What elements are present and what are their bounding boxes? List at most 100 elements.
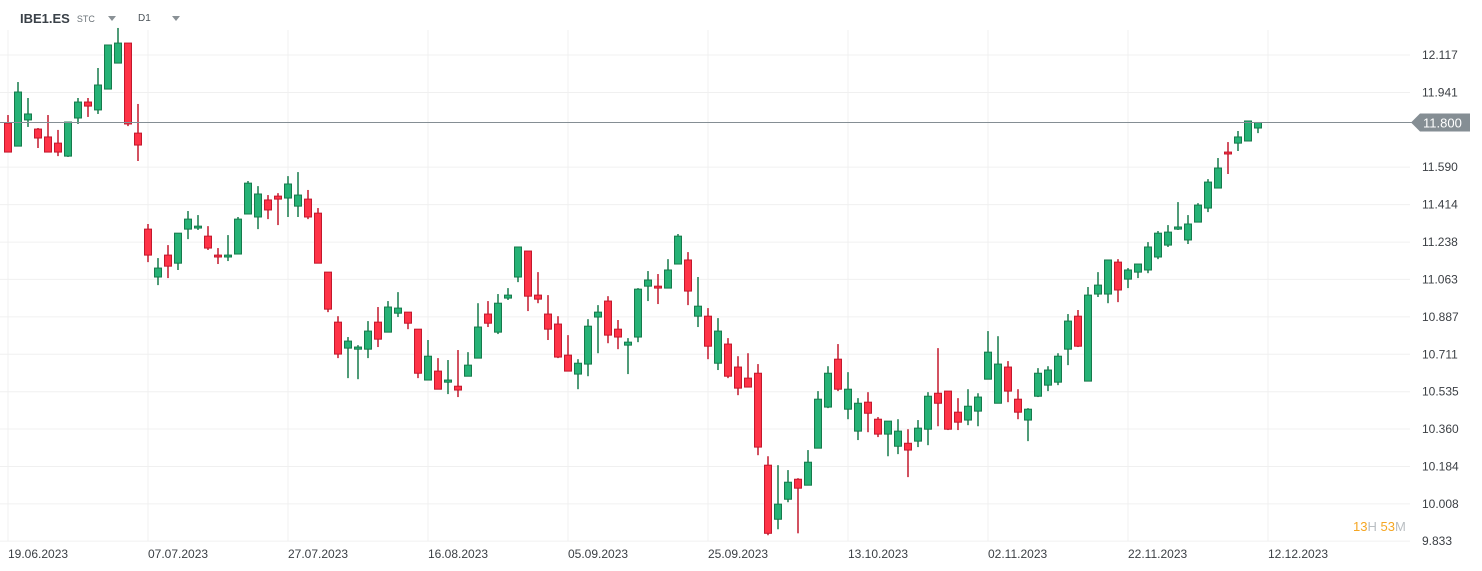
candle-body: [144, 228, 152, 256]
candle-body: [684, 259, 692, 292]
candle-bullish: [254, 186, 262, 230]
candle-body: [1104, 259, 1112, 295]
candle-bearish: [454, 350, 462, 398]
candles: [4, 27, 1262, 536]
candle-bullish: [714, 318, 722, 371]
candle-body: [744, 377, 752, 388]
candle-body: [194, 225, 202, 229]
candle-body: [1014, 398, 1022, 413]
date-tick-label: 22.11.2023: [1128, 547, 1187, 561]
price-tick-label: 10.711: [1422, 347, 1458, 361]
candle-bearish: [1004, 361, 1012, 403]
candle-body: [414, 328, 422, 374]
candle-bullish: [1214, 158, 1222, 189]
candle-body: [914, 427, 922, 442]
candle-bullish: [354, 345, 362, 380]
candle-body: [1194, 204, 1202, 223]
candle-bearish: [414, 328, 422, 379]
candle-body: [34, 128, 42, 139]
candle-bearish: [134, 103, 142, 162]
symbol-name: IBE1.ES: [20, 11, 70, 26]
candle-body: [534, 294, 542, 300]
candle-body: [464, 364, 472, 377]
candle-body: [564, 354, 572, 372]
candle-body: [294, 194, 302, 207]
price-tick-label: 10.008: [1422, 497, 1459, 511]
candle-bullish: [1194, 203, 1202, 223]
candle-bullish: [884, 420, 892, 457]
candle-bullish: [1054, 353, 1062, 386]
candle-bearish: [874, 417, 882, 438]
current-price-label: 11.800: [1423, 115, 1462, 130]
candle-body: [984, 351, 992, 380]
candle-bullish: [464, 352, 472, 377]
date-tick-label: 19.06.2023: [8, 547, 68, 561]
candle-bullish: [674, 234, 682, 265]
candle-bearish: [204, 226, 212, 250]
candle-bullish: [234, 216, 242, 255]
candle-bullish: [1154, 231, 1162, 260]
candle-body: [274, 195, 282, 200]
candle-body: [524, 250, 532, 297]
candle-body: [454, 385, 462, 391]
candle-bullish: [494, 294, 502, 335]
candle-bearish: [1074, 310, 1082, 348]
candle-bullish: [594, 305, 602, 354]
candle-body: [184, 218, 192, 230]
chevron-down-icon: [171, 16, 180, 21]
candle-bullish: [504, 288, 512, 301]
price-tick-label: 11.063: [1422, 272, 1458, 286]
candle-bullish: [444, 360, 452, 395]
candle-bullish: [94, 67, 102, 114]
candle-body: [1244, 120, 1252, 142]
candle-body: [404, 311, 412, 324]
candle-body: [334, 321, 342, 355]
candle-bullish: [244, 181, 252, 215]
candle-bearish: [654, 274, 662, 305]
candle-bearish: [734, 356, 742, 396]
price-tick-label: 11.238: [1422, 235, 1458, 249]
candle-bearish: [564, 335, 572, 372]
candle-body: [364, 330, 372, 350]
candle-body: [124, 42, 132, 125]
candle-bearish: [1014, 389, 1022, 420]
candle-bearish: [934, 348, 942, 427]
candle-bullish: [394, 292, 402, 318]
candle-body: [484, 313, 492, 324]
candle-body: [84, 101, 92, 107]
candle-bullish: [664, 259, 672, 289]
candle-bullish: [1144, 242, 1152, 274]
candle-bearish: [554, 316, 562, 359]
candle-bullish: [344, 337, 352, 379]
candle-bullish: [1044, 366, 1052, 392]
timeframe-selector[interactable]: D1: [138, 13, 180, 24]
candle-body: [344, 340, 352, 349]
candle-bullish: [514, 246, 522, 283]
candle-body: [674, 235, 682, 265]
price-axis[interactable]: 12.117 11.941 11.590 11.414 11.238 11.063 10.8…: [1422, 48, 1459, 548]
candle-body: [1174, 226, 1182, 230]
symbol-selector[interactable]: IBE1.ES STC: [20, 11, 116, 26]
candle-bearish: [4, 115, 12, 153]
candle-body: [954, 411, 962, 423]
date-axis[interactable]: 19.06.2023 07.07.2023 27.07.2023 16.08.2023…: [8, 547, 1328, 561]
candle-body: [254, 193, 262, 218]
candle-bearish: [334, 316, 342, 359]
candle-body: [504, 294, 512, 299]
candle-body: [1164, 231, 1172, 246]
candle-body: [874, 418, 882, 435]
candle-bearish: [864, 392, 872, 433]
candle-bearish: [164, 245, 172, 279]
candle-body: [554, 323, 562, 358]
candle-bullish: [624, 338, 632, 375]
candle-bullish: [1174, 202, 1182, 230]
candle-body: [114, 42, 122, 64]
candle-bullish: [1094, 272, 1102, 298]
candle-body: [974, 396, 982, 412]
candle-bearish: [84, 97, 92, 117]
candle-body: [1024, 408, 1032, 421]
candle-body: [904, 442, 912, 451]
candle-body: [754, 372, 762, 448]
timer-minutes: 53: [1380, 519, 1395, 534]
